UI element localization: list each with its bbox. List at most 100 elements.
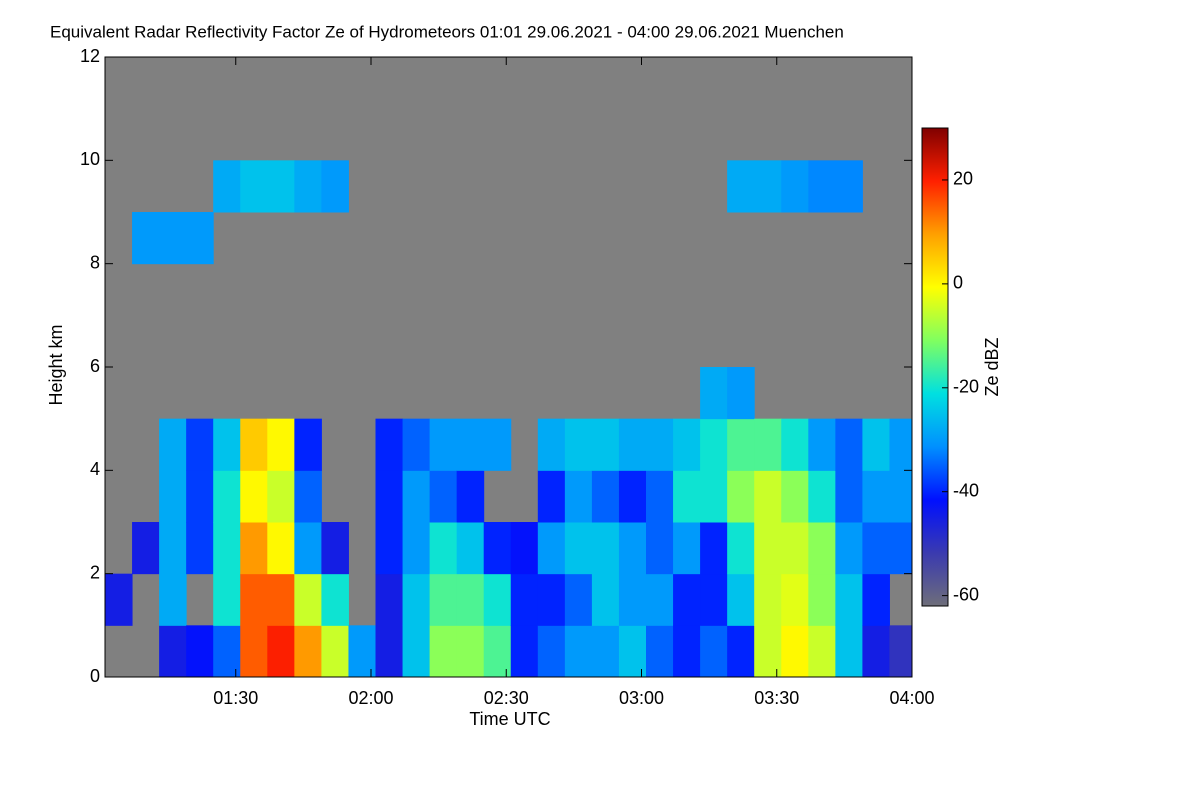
cell xyxy=(456,470,485,523)
colorbar-tick-label: 0 xyxy=(953,273,963,293)
cell xyxy=(646,522,674,575)
cell xyxy=(213,470,241,523)
cell xyxy=(781,625,809,677)
cell xyxy=(375,522,404,575)
cell xyxy=(321,522,349,575)
cell xyxy=(618,625,647,677)
cell xyxy=(727,160,755,213)
cell xyxy=(294,160,322,213)
cell xyxy=(862,470,890,523)
y-tick-label: 6 xyxy=(90,356,100,376)
cell xyxy=(754,418,782,471)
x-tick-label: 03:00 xyxy=(619,688,664,708)
cell xyxy=(835,470,863,523)
cell xyxy=(646,470,674,523)
cell xyxy=(537,470,566,523)
cell xyxy=(673,470,701,523)
cell xyxy=(591,418,620,471)
cell xyxy=(808,522,836,575)
cell xyxy=(646,625,674,677)
cell xyxy=(213,522,241,575)
cell xyxy=(483,573,512,626)
cell xyxy=(889,522,912,575)
cell xyxy=(673,573,701,626)
cell xyxy=(673,522,701,575)
cell xyxy=(321,573,349,626)
cell xyxy=(240,573,268,626)
cell xyxy=(808,625,836,677)
cell xyxy=(591,470,620,523)
cell xyxy=(754,522,782,575)
cell xyxy=(727,573,755,626)
cell xyxy=(159,522,187,575)
cell xyxy=(673,418,701,471)
cell xyxy=(862,625,890,677)
cell xyxy=(402,418,431,471)
cell xyxy=(267,522,295,575)
cell xyxy=(240,625,268,677)
cell xyxy=(267,573,295,626)
cell xyxy=(402,522,431,575)
cell xyxy=(213,573,241,626)
y-tick-label: 8 xyxy=(90,252,100,272)
cells xyxy=(105,160,912,677)
y-tick-label: 10 xyxy=(80,149,100,169)
cell xyxy=(240,470,268,523)
cell xyxy=(781,522,809,575)
cell xyxy=(727,367,755,420)
colorbar-tick-label: -20 xyxy=(953,377,979,397)
cell xyxy=(618,573,647,626)
cell xyxy=(240,522,268,575)
cell xyxy=(700,573,728,626)
cell xyxy=(835,160,863,213)
cell xyxy=(564,573,593,626)
cell xyxy=(700,625,728,677)
cell xyxy=(348,625,377,677)
cell xyxy=(186,522,214,575)
cell xyxy=(510,573,539,626)
cell xyxy=(294,573,322,626)
cell xyxy=(159,573,187,626)
cell xyxy=(673,625,701,677)
cell xyxy=(808,418,836,471)
cell xyxy=(889,625,912,677)
cell xyxy=(591,625,620,677)
cell xyxy=(862,522,890,575)
cell xyxy=(429,625,458,677)
cell xyxy=(375,470,404,523)
cell xyxy=(267,418,295,471)
colorbar-tick-label: 20 xyxy=(953,169,973,189)
cell xyxy=(402,573,431,626)
cell xyxy=(618,470,647,523)
x-tick-label: 04:00 xyxy=(889,688,934,708)
cell xyxy=(402,470,431,523)
cell xyxy=(646,573,674,626)
cell xyxy=(700,367,728,420)
cell xyxy=(456,418,485,471)
cell xyxy=(835,418,863,471)
colorbar-tick-label: -40 xyxy=(953,480,979,500)
cell xyxy=(835,625,863,677)
cell xyxy=(754,625,782,677)
colorbar xyxy=(921,127,949,607)
x-tick-label: 01:30 xyxy=(213,688,258,708)
cell xyxy=(267,470,295,523)
cell xyxy=(862,418,890,471)
cell xyxy=(321,625,349,677)
x-tick-label: 02:30 xyxy=(484,688,529,708)
cell xyxy=(321,160,349,213)
cell xyxy=(754,470,782,523)
cell xyxy=(889,418,912,471)
cell xyxy=(781,573,809,626)
x-tick-label: 03:30 xyxy=(754,688,799,708)
cell xyxy=(564,418,593,471)
colorbar-tick-label: -60 xyxy=(953,584,979,604)
cell xyxy=(727,418,755,471)
cell xyxy=(456,522,485,575)
cell xyxy=(294,418,322,471)
cell xyxy=(159,625,187,677)
cell xyxy=(429,418,458,471)
y-tick-label: 0 xyxy=(90,666,100,686)
cell xyxy=(835,573,863,626)
cell xyxy=(564,470,593,523)
